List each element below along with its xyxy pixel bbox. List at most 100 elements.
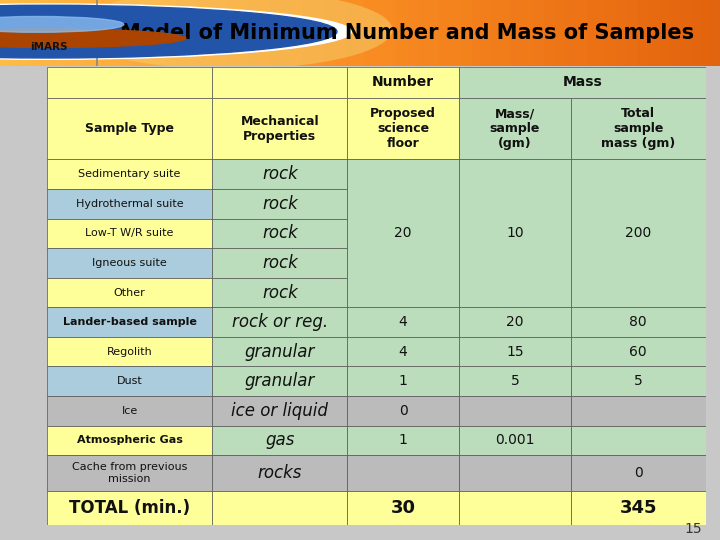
Text: iMARS: iMARS bbox=[30, 43, 68, 52]
Bar bbox=[212, 307, 347, 337]
Text: 20: 20 bbox=[395, 226, 412, 240]
Text: rock or reg.: rock or reg. bbox=[232, 313, 328, 331]
Text: Number: Number bbox=[372, 76, 434, 90]
Text: Dust: Dust bbox=[117, 376, 143, 386]
Bar bbox=[212, 426, 347, 455]
Ellipse shape bbox=[0, 29, 186, 48]
Text: 0: 0 bbox=[634, 466, 642, 480]
Bar bbox=[347, 159, 459, 307]
Text: 5: 5 bbox=[634, 374, 642, 388]
Text: 345: 345 bbox=[619, 499, 657, 517]
Text: 1: 1 bbox=[399, 434, 408, 448]
Bar bbox=[571, 396, 706, 426]
Text: 200: 200 bbox=[625, 226, 652, 240]
Bar bbox=[347, 337, 459, 367]
Text: 4: 4 bbox=[399, 315, 408, 329]
Text: 15: 15 bbox=[685, 522, 702, 536]
Text: granular: granular bbox=[245, 343, 315, 361]
Bar bbox=[571, 455, 706, 491]
Text: Atmospheric Gas: Atmospheric Gas bbox=[77, 435, 183, 445]
Text: Cache from previous
mission: Cache from previous mission bbox=[72, 462, 187, 484]
Bar bbox=[47, 98, 212, 159]
Bar bbox=[571, 426, 706, 455]
Text: rock: rock bbox=[262, 224, 298, 242]
Bar bbox=[47, 367, 212, 396]
Text: rock: rock bbox=[262, 284, 298, 301]
Bar bbox=[347, 426, 459, 455]
Bar bbox=[571, 491, 706, 525]
Bar bbox=[212, 455, 347, 491]
Bar bbox=[47, 67, 212, 98]
Bar bbox=[212, 491, 347, 525]
Bar bbox=[571, 98, 706, 159]
Text: 30: 30 bbox=[391, 499, 415, 517]
Bar bbox=[47, 337, 212, 367]
Bar bbox=[212, 248, 347, 278]
Text: 5: 5 bbox=[510, 374, 519, 388]
Bar bbox=[212, 367, 347, 396]
Bar bbox=[459, 491, 571, 525]
Bar bbox=[47, 248, 212, 278]
Bar bbox=[212, 396, 347, 426]
Ellipse shape bbox=[68, 0, 392, 69]
Bar bbox=[47, 426, 212, 455]
Bar bbox=[212, 278, 347, 307]
Text: gas: gas bbox=[265, 431, 294, 449]
Text: rocks: rocks bbox=[258, 464, 302, 482]
Bar bbox=[459, 307, 571, 337]
Bar bbox=[347, 396, 459, 426]
Bar bbox=[347, 98, 459, 159]
Text: granular: granular bbox=[245, 372, 315, 390]
Bar bbox=[347, 67, 459, 98]
Text: 10: 10 bbox=[506, 226, 523, 240]
Bar bbox=[212, 67, 347, 98]
Bar bbox=[47, 159, 212, 189]
Bar bbox=[459, 455, 571, 491]
Text: 4: 4 bbox=[399, 345, 408, 359]
Bar bbox=[571, 337, 706, 367]
Bar bbox=[459, 367, 571, 396]
Text: Mass/
sample
(gm): Mass/ sample (gm) bbox=[490, 107, 540, 150]
Text: Mechanical
Properties: Mechanical Properties bbox=[240, 114, 319, 143]
Circle shape bbox=[0, 5, 337, 58]
Text: 0.001: 0.001 bbox=[495, 434, 535, 448]
Bar bbox=[459, 337, 571, 367]
Text: 80: 80 bbox=[629, 315, 647, 329]
Bar bbox=[571, 367, 706, 396]
Text: Mass: Mass bbox=[562, 76, 602, 90]
Bar bbox=[212, 98, 347, 159]
Bar bbox=[47, 189, 212, 219]
Bar bbox=[47, 396, 212, 426]
Text: Sedimentary suite: Sedimentary suite bbox=[78, 169, 181, 179]
Bar bbox=[47, 219, 212, 248]
Bar bbox=[212, 219, 347, 248]
Text: Hydrothermal suite: Hydrothermal suite bbox=[76, 199, 184, 209]
Bar bbox=[459, 426, 571, 455]
Text: 15: 15 bbox=[506, 345, 523, 359]
Text: Sample Type: Sample Type bbox=[85, 122, 174, 135]
Bar bbox=[459, 67, 706, 98]
Bar bbox=[212, 189, 347, 219]
Bar bbox=[347, 307, 459, 337]
Text: TOTAL (min.): TOTAL (min.) bbox=[69, 499, 190, 517]
Bar bbox=[459, 98, 571, 159]
Text: Proposed
science
floor: Proposed science floor bbox=[370, 107, 436, 150]
Bar bbox=[47, 455, 212, 491]
Bar bbox=[347, 455, 459, 491]
Text: ice or liquid: ice or liquid bbox=[231, 402, 328, 420]
Text: 20: 20 bbox=[506, 315, 523, 329]
Circle shape bbox=[0, 16, 124, 32]
Bar bbox=[47, 491, 212, 525]
Bar bbox=[459, 159, 571, 307]
Bar bbox=[212, 159, 347, 189]
Bar bbox=[47, 307, 212, 337]
Bar bbox=[47, 278, 212, 307]
Bar bbox=[459, 396, 571, 426]
Text: Low-T W/R suite: Low-T W/R suite bbox=[86, 228, 174, 238]
Text: rock: rock bbox=[262, 195, 298, 213]
Text: Ice: Ice bbox=[122, 406, 138, 416]
Text: rock: rock bbox=[262, 254, 298, 272]
Text: Other: Other bbox=[114, 287, 145, 298]
Text: Regolith: Regolith bbox=[107, 347, 153, 357]
Text: Model of Minimum Number and Mass of Samples: Model of Minimum Number and Mass of Samp… bbox=[120, 23, 694, 43]
